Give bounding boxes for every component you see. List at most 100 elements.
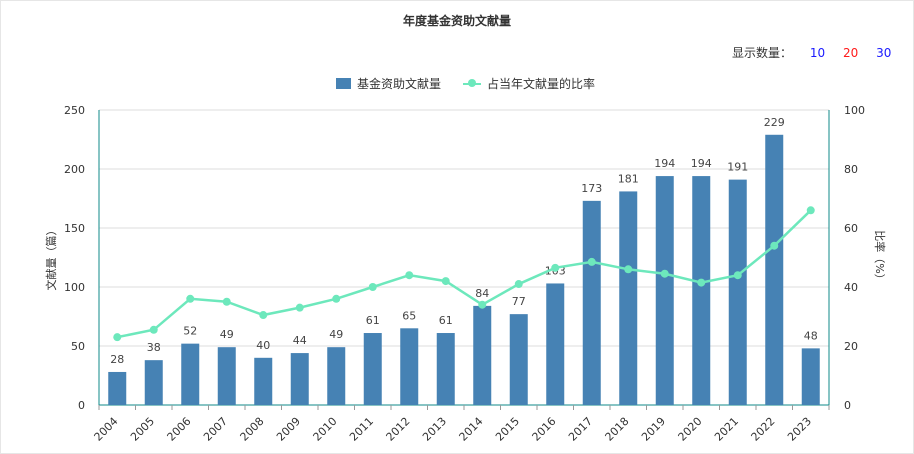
x-tick-label: 2021 (712, 415, 741, 444)
bar (728, 179, 747, 405)
x-tick-label: 2020 (676, 415, 705, 444)
ratio-point (624, 265, 633, 274)
y2-tick-label: 80 (844, 163, 858, 176)
bar (692, 176, 711, 405)
display-count-option-10[interactable]: 10 (809, 46, 826, 60)
x-tick-label: 2015 (493, 415, 522, 444)
x-tick-label: 2005 (128, 415, 157, 444)
legend-item-bar[interactable]: 基金资助文献量 (336, 75, 441, 92)
bar-value-label: 52 (183, 325, 197, 338)
ratio-point (806, 206, 815, 215)
display-count-option-20[interactable]: 20 (842, 46, 859, 60)
x-tick-label: 2014 (457, 415, 486, 444)
x-tick-label: 2007 (201, 415, 230, 444)
y-tick-label: 0 (78, 399, 85, 412)
bar (254, 357, 273, 405)
bar (400, 328, 419, 405)
bar-value-label: 229 (764, 116, 785, 129)
ratio-line (117, 209, 812, 339)
x-tick-label: 2018 (603, 415, 632, 444)
chart-legend: 基金资助文献量 占当年文献量的比率 (336, 75, 617, 92)
bar-value-label: 194 (691, 157, 712, 170)
bar-value-label: 84 (475, 287, 489, 300)
bar (436, 333, 455, 405)
bar-value-label: 40 (256, 339, 270, 352)
legend-line-label: 占当年文献量的比率 (487, 77, 596, 91)
x-tick-label: 2017 (566, 415, 595, 444)
bar (509, 314, 528, 405)
legend-item-line[interactable]: 占当年文献量的比率 (463, 75, 595, 92)
ratio-point (478, 300, 487, 309)
ratio-point (332, 294, 341, 303)
bar (363, 333, 382, 405)
bar (327, 347, 346, 405)
ratio-point (770, 241, 779, 250)
ratio-point (514, 280, 523, 289)
x-tick-label: 2008 (238, 415, 267, 444)
x-tick-label: 2011 (347, 415, 376, 444)
chart-title: 年度基金资助文献量 (402, 14, 511, 28)
y2-tick-label: 60 (844, 222, 858, 235)
bar-value-label: 77 (512, 295, 526, 308)
display-count-label: 显示数量： (732, 46, 793, 60)
bar (144, 360, 163, 405)
y-tick-label: 250 (64, 104, 85, 117)
bar (217, 347, 236, 405)
ratio-point (149, 325, 158, 334)
bar-value-label: 65 (402, 309, 416, 322)
ratio-point (405, 271, 414, 280)
legend-bar-label: 基金资助文献量 (357, 77, 442, 91)
bar-value-label: 44 (293, 334, 307, 347)
bar (619, 191, 638, 405)
bar-value-label: 194 (654, 157, 675, 170)
bar (546, 283, 565, 405)
bar-value-label: 38 (147, 341, 161, 354)
bar (765, 134, 784, 405)
y2-tick-label: 0 (844, 399, 851, 412)
y-tick-label: 50 (71, 340, 85, 353)
ratio-point (113, 333, 122, 342)
ratio-point (368, 283, 377, 291)
y-tick-label: 100 (64, 281, 85, 294)
legend-bar-swatch (336, 78, 351, 89)
ratio-point (587, 257, 596, 266)
bar (181, 343, 200, 405)
x-tick-label: 2010 (311, 415, 340, 444)
bar-value-label: 61 (439, 314, 453, 327)
y2-tick-label: 40 (844, 281, 858, 294)
x-tick-label: 2004 (92, 415, 121, 444)
ratio-point (222, 297, 231, 306)
bar-value-label: 49 (329, 328, 343, 341)
y2-tick-label: 20 (844, 340, 858, 353)
ratio-point (259, 311, 268, 320)
bar-value-label: 191 (727, 161, 748, 174)
ratio-point (186, 294, 195, 303)
ratio-point (551, 263, 560, 272)
bar-value-label: 48 (804, 329, 818, 342)
ratio-point (295, 303, 304, 312)
bar (655, 176, 674, 405)
x-tick-label: 2019 (639, 415, 668, 444)
y-axis-title: 文献量（篇） (44, 225, 58, 291)
bar (108, 371, 127, 405)
ratio-point (733, 271, 742, 280)
bar (801, 348, 820, 405)
x-tick-label: 2016 (530, 415, 559, 444)
bar (473, 305, 492, 405)
bar (290, 353, 309, 405)
x-tick-label: 2023 (785, 415, 814, 444)
x-tick-label: 2022 (749, 415, 778, 444)
bar-value-label: 173 (581, 182, 602, 195)
y-tick-label: 200 (64, 163, 85, 176)
bar-value-label: 181 (618, 172, 639, 185)
x-tick-label: 2012 (384, 415, 413, 444)
bar-value-label: 49 (220, 328, 234, 341)
y2-tick-label: 100 (844, 104, 865, 117)
ratio-point (697, 278, 706, 287)
x-tick-label: 2006 (165, 415, 194, 444)
ratio-point (660, 269, 669, 278)
y2-axis-title: 比率（%） (873, 230, 887, 284)
bar-value-label: 61 (366, 314, 380, 327)
display-count-option-30[interactable]: 30 (876, 46, 892, 60)
